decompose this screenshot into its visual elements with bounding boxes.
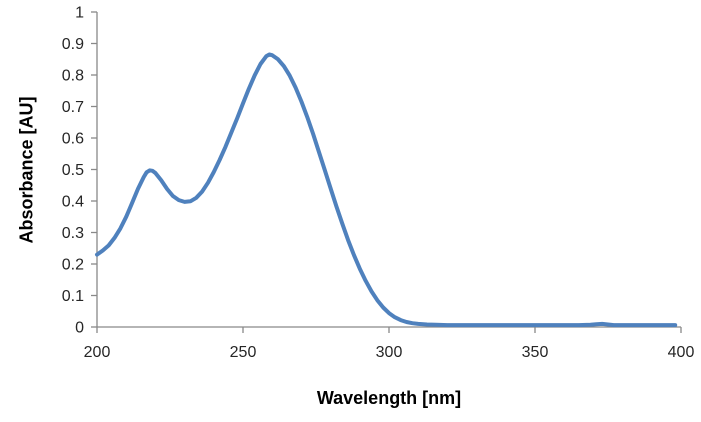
x-tick-label: 400 [668, 344, 695, 361]
x-axis-title: Wavelength [nm] [316, 388, 462, 408]
y-tick-label: 0.5 [62, 162, 84, 179]
spectrum-line [95, 52, 678, 328]
y-tick-label: 1 [75, 5, 84, 22]
y-tick-label: 0.1 [62, 288, 84, 305]
y-tick-label: 0.2 [62, 257, 84, 274]
x-tick-label: 250 [230, 344, 257, 361]
x-tick-label: 350 [522, 344, 549, 361]
x-tick-label: 300 [376, 344, 403, 361]
y-tick-label: 0.8 [62, 68, 84, 85]
x-tick-label: 200 [84, 344, 111, 361]
y-tick-label: 0.3 [62, 225, 84, 242]
y-tick-label: 0.9 [62, 36, 84, 53]
y-tick-label: 0.4 [62, 194, 84, 211]
y-tick-label: 0 [75, 320, 84, 337]
y-tick-label: 0.7 [62, 99, 84, 116]
y-tick-label: 0.6 [62, 131, 84, 148]
y-axis-title: Absorbance [AU] [16, 96, 37, 244]
